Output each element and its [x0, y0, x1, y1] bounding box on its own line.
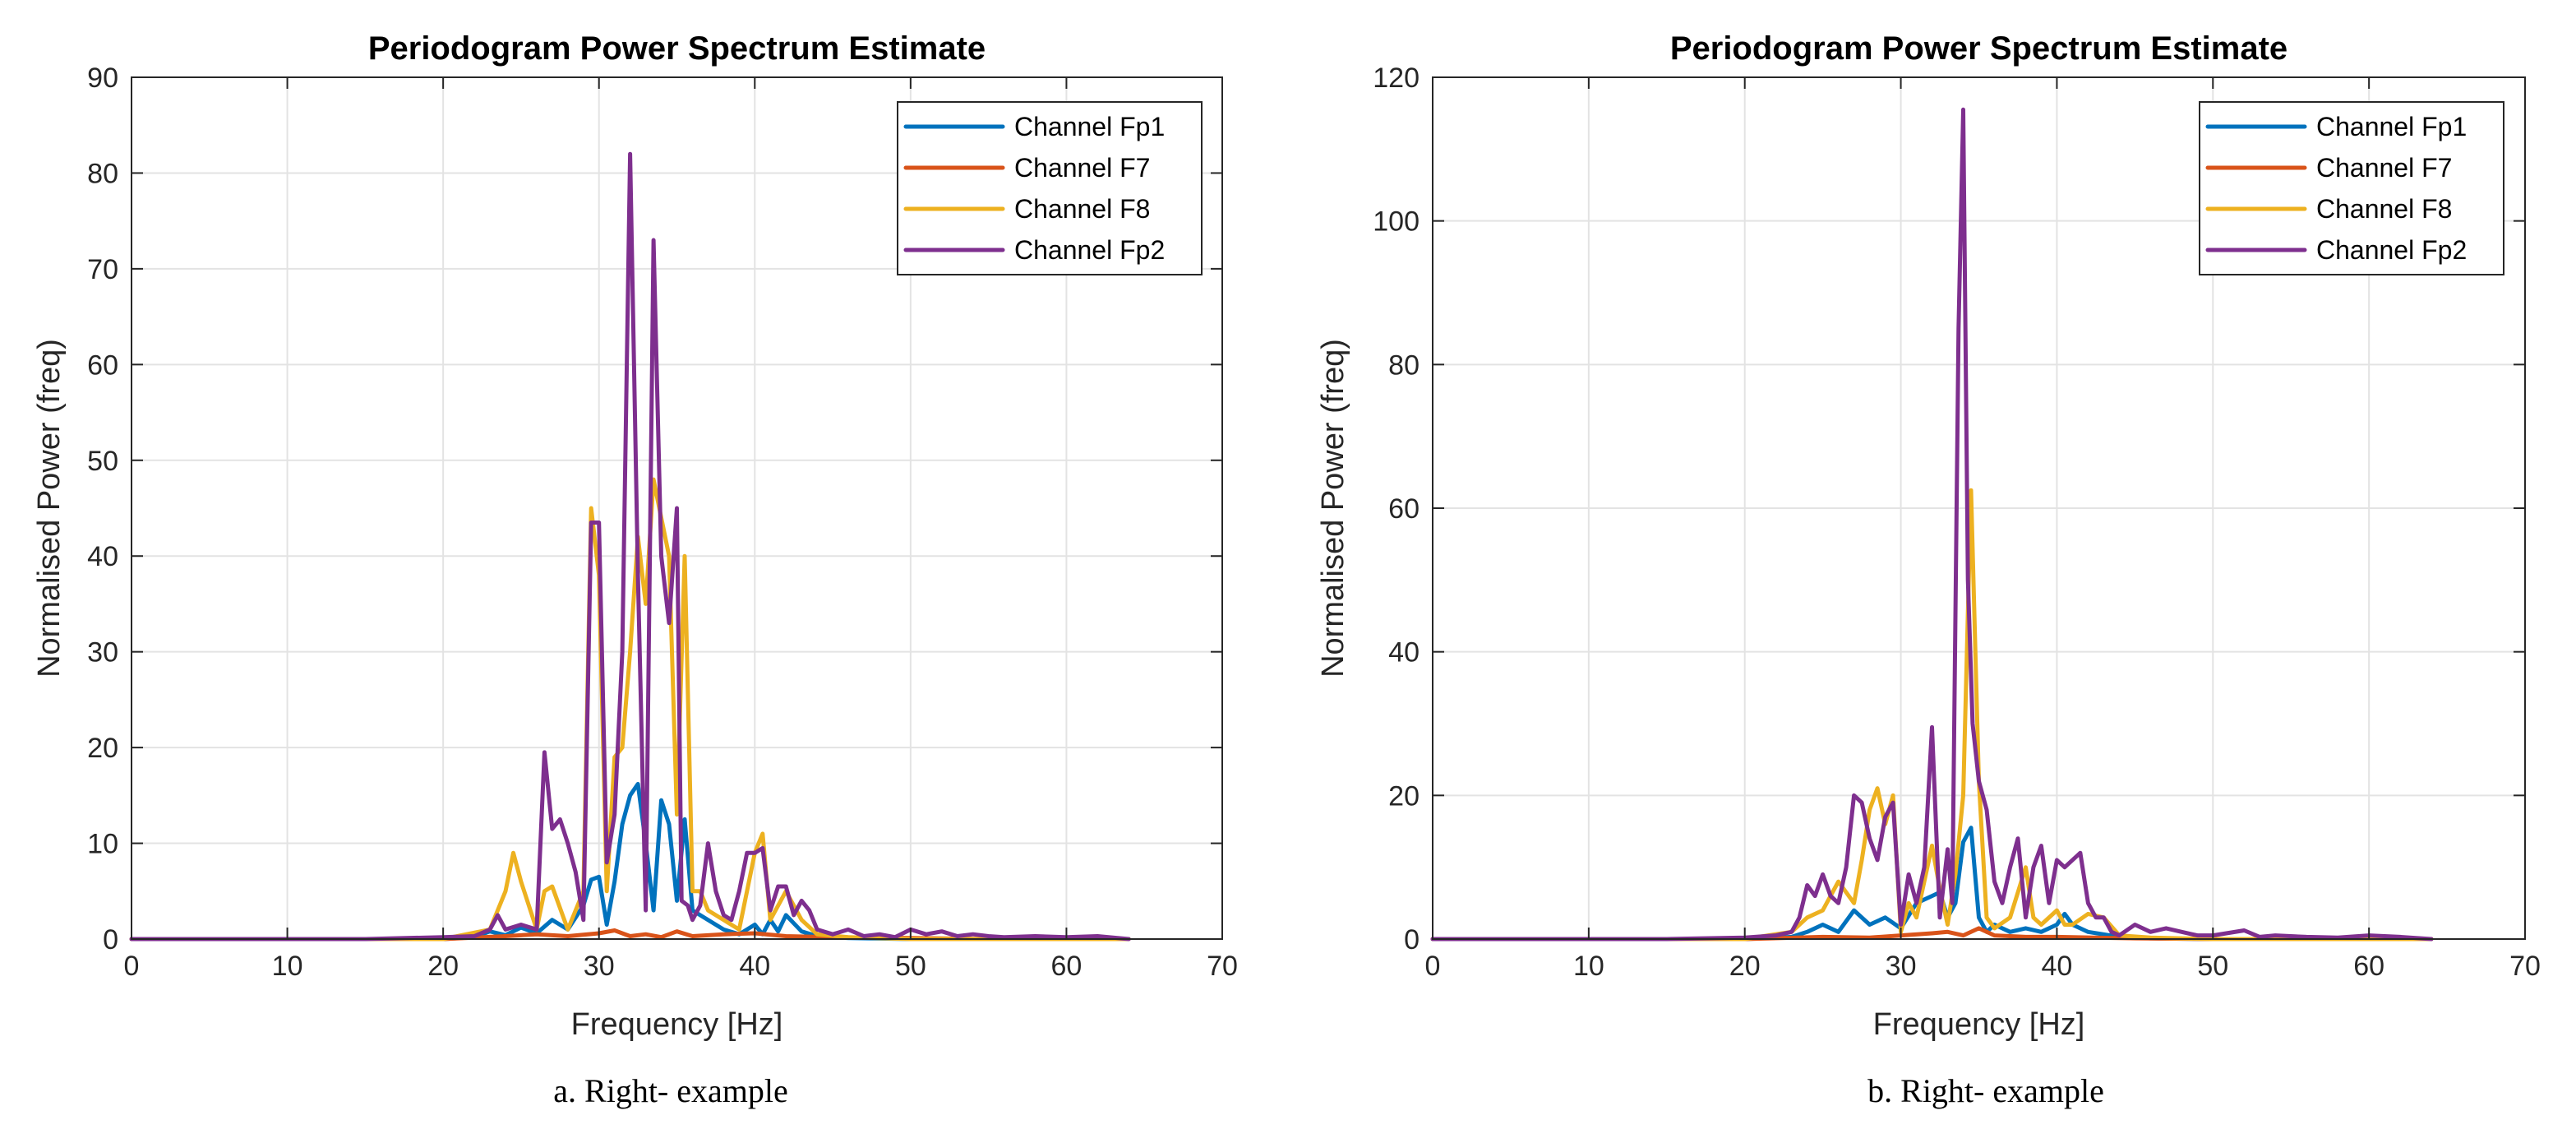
legend-entry-label: Channel Fp1: [1014, 112, 1165, 141]
legend-box: [2199, 101, 2504, 275]
legend-entry-label: Channel Fp2: [2316, 235, 2467, 265]
x-tick-label: 10: [272, 951, 303, 982]
series-line-channel-fp2: [129, 151, 1131, 942]
legend-box: [897, 101, 1203, 275]
y-tick-label: 120: [1373, 62, 1420, 94]
chart-a: 0 10 20 30 40 50 60 70 0 10 20 30 40 50 60 70 80 90 Period…: [32, 30, 1238, 1109]
figure-caption: b. Right- example: [1867, 1072, 2104, 1109]
x-tick-label: 70: [1207, 951, 1238, 982]
y-tick-label: 0: [1404, 924, 1420, 955]
y-tick-label: 40: [87, 541, 118, 572]
x-tick-label: 40: [2042, 951, 2073, 982]
chart-b: 0 10 20 30 40 50 60 70 0 20 40 60 80 100 120 Periodogra…: [1316, 30, 2541, 1109]
axes-box: [131, 76, 1223, 940]
legend-entry-label: Channel F7: [2316, 153, 2452, 183]
x-tick-label: 40: [739, 951, 770, 982]
y-tick-label: 0: [103, 924, 118, 955]
y-tick-label: 30: [87, 637, 118, 669]
y-tick-label: 60: [1388, 493, 1420, 525]
x-axis-label: Frequency [Hz]: [1873, 1007, 2085, 1042]
y-axis-label: Normalised Power (freq): [32, 339, 67, 678]
chart-title: Periodogram Power Spectrum Estimate: [368, 30, 986, 67]
y-tick-label: 90: [87, 62, 118, 94]
x-tick-label: 0: [1425, 951, 1441, 982]
x-tick-label: 50: [2197, 951, 2228, 982]
x-tick-label: 70: [2509, 951, 2541, 982]
y-tick-label: 10: [87, 829, 118, 860]
y-axis-label: Normalised Power (freq): [1316, 339, 1350, 678]
x-tick-label: 60: [1051, 951, 1083, 982]
x-tick-label: 30: [584, 951, 615, 982]
legend: Channel Fp1 Channel F7 Channel F8 Channel F…: [897, 101, 1203, 275]
legend-entry-label: Channel F8: [2316, 194, 2452, 224]
legend-entry-label: Channel F8: [1014, 194, 1150, 224]
series-line-channel-fp2: [1430, 107, 2434, 942]
x-tick-label: 20: [1729, 951, 1761, 982]
x-tick-label: 30: [1886, 951, 1917, 982]
legend-entry-label: Channel Fp2: [1014, 235, 1165, 265]
y-tick-label: 60: [87, 349, 118, 381]
legend-entry-label: Channel Fp1: [2316, 112, 2467, 141]
x-axis-label: Frequency [Hz]: [571, 1007, 783, 1042]
y-tick-label: 20: [87, 733, 118, 764]
y-tick-label: 80: [1388, 349, 1420, 381]
y-tick-label: 80: [87, 158, 118, 189]
figure-caption: a. Right- example: [553, 1072, 787, 1109]
x-tick-label: 60: [2353, 951, 2384, 982]
y-tick-label: 40: [1388, 637, 1420, 669]
y-tick-label: 20: [1388, 780, 1420, 812]
x-tick-label: 0: [124, 951, 140, 982]
x-tick-label: 20: [427, 951, 459, 982]
series-line-channel-fp1: [1430, 826, 2434, 942]
chart-title: Periodogram Power Spectrum Estimate: [1670, 30, 2287, 67]
y-tick-label: 70: [87, 254, 118, 285]
x-tick-label: 50: [895, 951, 926, 982]
legend: Channel Fp1 Channel F7 Channel F8 Channel F…: [2199, 101, 2504, 275]
x-tick-label: 10: [1573, 951, 1604, 982]
y-tick-label: 50: [87, 446, 118, 477]
y-tick-label: 100: [1373, 206, 1420, 238]
legend-entry-label: Channel F7: [1014, 153, 1150, 183]
